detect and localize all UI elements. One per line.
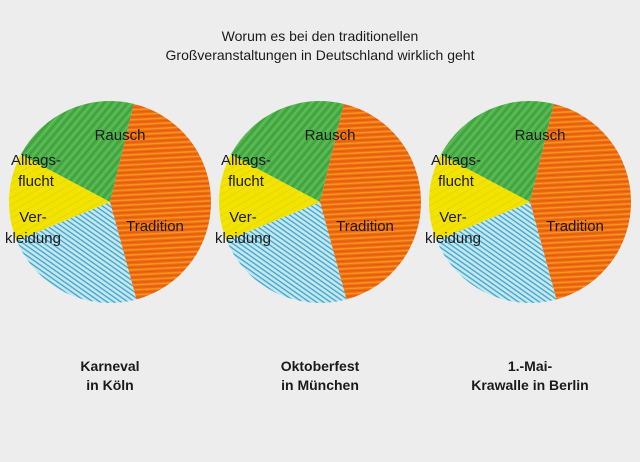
slice-label-line: kleidung [215,230,271,247]
pie-0: Rausch Tradition Ver-kleidung Alltags-fluch… [5,100,212,304]
caption-line-1: 1.-Mai- [507,358,553,374]
caption-line-2: in Köln [86,377,134,393]
pie-1-label-verkleidung: Ver-kleidung [215,209,271,247]
slice-label-line: kleidung [425,230,481,247]
caption-line-2: in München [281,377,359,393]
pie-2-label-rausch: Rausch [515,127,566,144]
chart-title-line-1: Worum es bei den traditionellen [221,28,419,44]
slice-label-line: flucht [228,173,265,190]
pie-2-slice-verkleidung [436,202,557,304]
pie-2-slice-tradition [530,103,632,300]
caption-line-1: Oktoberfest [280,358,360,374]
pie-0-label-tradition: Tradition [126,218,184,235]
slice-label-line: Alltags- [11,152,61,169]
caption-karneval: Karneval in Köln [10,357,210,395]
slice-label-line: flucht [18,173,55,190]
pie-0-slice-verkleidung [16,202,137,304]
slice-label-line: Tradition [126,218,184,235]
caption-mai-krawalle: 1.-Mai- Krawalle in Berlin [430,357,630,395]
slice-label-line: Ver- [439,209,467,226]
slice-label-line: kleidung [5,230,61,247]
pie-2-slice-rausch [440,100,554,202]
pie-1-slice-alltagsflucht [218,154,320,241]
pie-2-label-alltagsflucht: Alltags-flucht [431,152,481,190]
pie-1-label-alltagsflucht: Alltags-flucht [221,152,271,190]
pie-0-label-verkleidung: Ver-kleidung [5,209,61,247]
pie-2-label-tradition: Tradition [546,218,604,235]
slice-label-line: Rausch [515,127,566,144]
slice-label-line: Ver- [19,209,47,226]
pie-0-slice-tradition [110,103,212,300]
pie-2: Rausch Tradition Ver-kleidung Alltags-fluch… [425,100,632,304]
slice-label-line: Rausch [95,127,146,144]
slice-label-line: flucht [438,173,475,190]
pie-1-slice-tradition [320,103,422,300]
pie-1: Rausch Tradition Ver-kleidung Alltags-fluch… [215,100,422,304]
chart-title-line-2: Großveranstaltungen in Deutschland wirkl… [165,47,475,63]
slice-label-line: Tradition [336,218,394,235]
slice-label-line: Tradition [546,218,604,235]
pie-1-label-tradition: Tradition [336,218,394,235]
pie-0-slice-alltagsflucht [8,154,110,241]
pie-0-label-rausch: Rausch [95,127,146,144]
pie-2-label-verkleidung: Ver-kleidung [425,209,481,247]
chart-title: Worum es bei den traditionellen Großvera… [0,27,640,65]
pie-0-slice-rausch [20,100,134,202]
slice-label-line: Alltags- [431,152,481,169]
pie-1-slice-rausch [230,100,344,202]
pie-1-label-rausch: Rausch [305,127,356,144]
pie-2-slice-alltagsflucht [428,154,530,241]
slice-label-line: Alltags- [221,152,271,169]
caption-oktoberfest: Oktoberfest in München [220,357,420,395]
pie-1-slice-verkleidung [226,202,347,304]
slice-label-line: Ver- [229,209,257,226]
pie-0-label-alltagsflucht: Alltags-flucht [11,152,61,190]
caption-line-2: Krawalle in Berlin [471,377,589,393]
caption-line-1: Karneval [80,358,140,374]
slice-label-line: Rausch [305,127,356,144]
